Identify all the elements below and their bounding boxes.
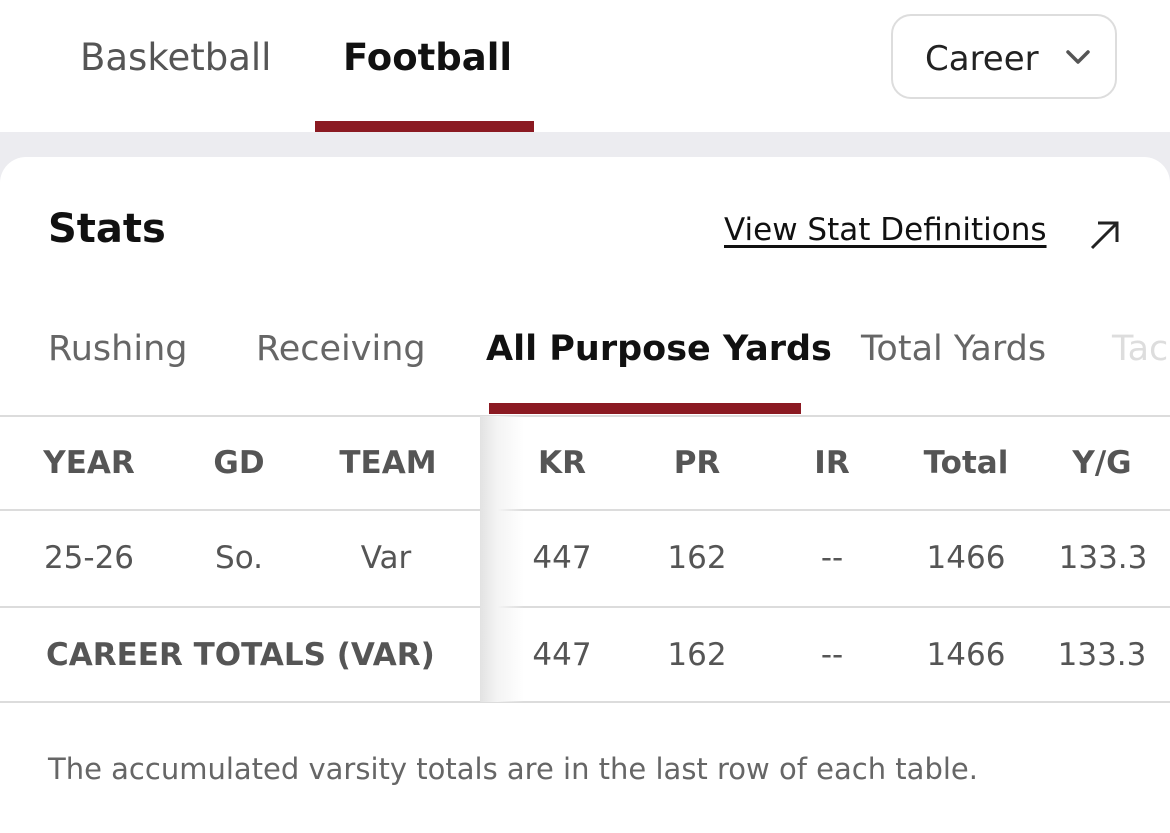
table-cell: -- — [820, 540, 844, 576]
tab-indicator — [489, 403, 801, 414]
tab-indicator — [315, 121, 534, 132]
category-tab[interactable]: Rushing — [48, 329, 188, 369]
column-header: Total — [923, 445, 1009, 481]
column-header: TEAM — [339, 445, 437, 481]
table-cell: 25-26 — [43, 540, 135, 576]
column-header: GD — [213, 445, 265, 481]
column-header: YEAR — [43, 445, 135, 481]
section-title: Stats — [48, 206, 166, 252]
table-cell: 447 — [532, 540, 592, 576]
totals-label: CAREER TOTALS (VAR) — [46, 637, 435, 673]
dropdown-label: Career — [925, 39, 1039, 79]
column-header: IR — [814, 445, 850, 481]
table-cell: So. — [215, 540, 263, 576]
category-tab[interactable]: All Purpose Yards — [486, 329, 832, 369]
column-header: PR — [673, 445, 721, 481]
table-cell: 1466 — [926, 540, 1006, 576]
column-header: KR — [538, 445, 586, 481]
sport-tab[interactable]: Football — [343, 36, 513, 79]
table-cell: Var — [360, 540, 412, 576]
table-cell: 162 — [667, 637, 727, 673]
table-cell: 133.3 — [1058, 540, 1148, 576]
chevron — [1066, 50, 1090, 64]
stats-card — [0, 157, 1170, 833]
footnote: The accumulated varsity totals are in th… — [48, 752, 978, 786]
sport-tab[interactable]: Basketball — [80, 36, 272, 79]
table-cell: 133.3 — [1057, 637, 1147, 673]
divider — [0, 415, 1170, 417]
column-shadow — [480, 416, 524, 702]
category-tab[interactable]: Total Yards — [861, 329, 1047, 369]
category-tab[interactable]: Receiving — [256, 329, 426, 369]
season-dropdown[interactable]: Career — [891, 14, 1117, 99]
divider — [0, 509, 1170, 511]
column-header: Y/G — [1072, 445, 1132, 481]
category-tab[interactable]: Tac — [1112, 329, 1169, 369]
table-cell: 447 — [532, 637, 592, 673]
external-arrow — [1090, 221, 1119, 250]
table-cell: -- — [820, 637, 844, 673]
divider — [0, 606, 1170, 608]
table-cell: 162 — [667, 540, 727, 576]
divider — [0, 701, 1170, 703]
table-cell: 1466 — [926, 637, 1006, 673]
definitions-link[interactable]: View Stat Definitions — [724, 212, 1047, 248]
